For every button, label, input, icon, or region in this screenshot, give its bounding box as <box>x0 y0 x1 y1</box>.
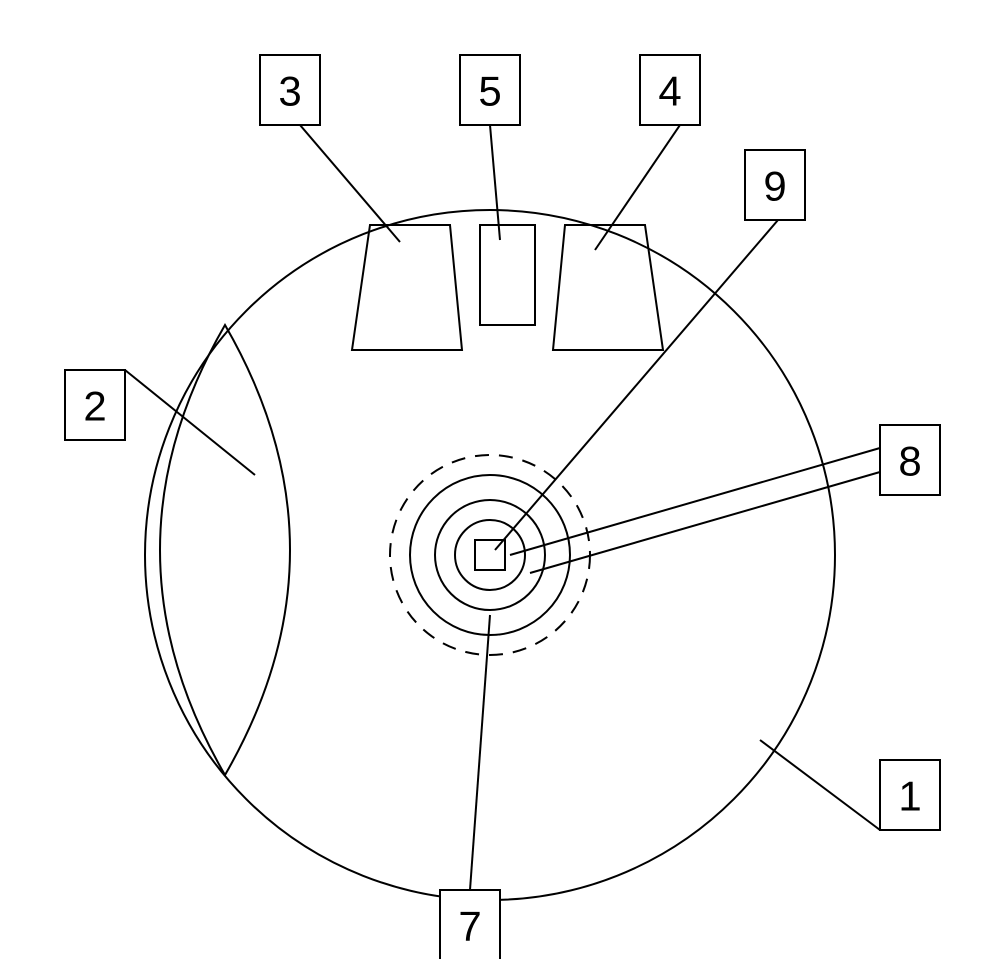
label-text-8: 8 <box>898 437 921 484</box>
label-text-1: 1 <box>898 772 921 819</box>
label-text-3: 3 <box>278 67 301 114</box>
label-text-2: 2 <box>83 382 106 429</box>
label-text-4: 4 <box>658 67 681 114</box>
label-text-5: 5 <box>478 67 501 114</box>
label-text-9: 9 <box>763 162 786 209</box>
canvas-background <box>0 0 1000 959</box>
label-text-7: 7 <box>458 902 481 949</box>
